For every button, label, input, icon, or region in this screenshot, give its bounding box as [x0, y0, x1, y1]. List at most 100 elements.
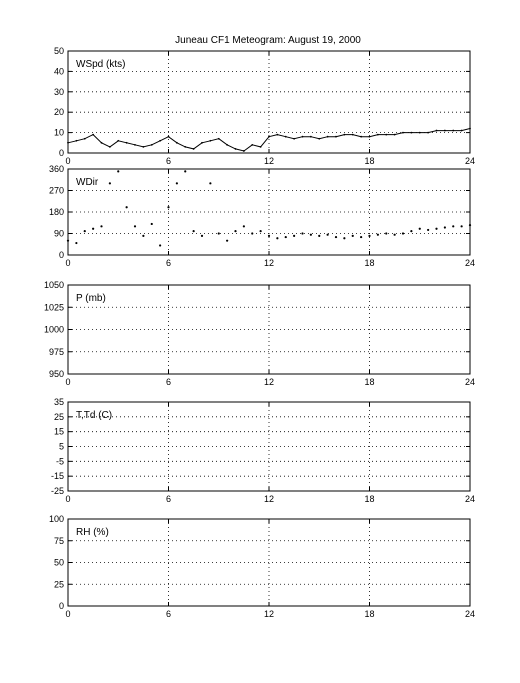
- y-tick-label: -5: [56, 456, 64, 466]
- data-point: [92, 133, 95, 136]
- data-point: [125, 206, 128, 209]
- panel-label: WDir: [76, 177, 99, 188]
- data-point: [217, 137, 220, 140]
- axes-frame: [67, 50, 471, 154]
- data-point: [242, 225, 245, 228]
- panel-wspd-kts: 0 6 12 18 24 0 10 20 30 40 50 WSpd (kts): [54, 46, 475, 166]
- data-point: [276, 133, 279, 136]
- data-point: [427, 228, 430, 232]
- data-point: [385, 232, 388, 235]
- x-tick-label: 0: [65, 258, 70, 268]
- data-point: [209, 139, 212, 142]
- x-tick-label: 24: [465, 377, 475, 387]
- data-point: [418, 131, 421, 134]
- data-point: [100, 225, 103, 228]
- x-tick-label: 0: [65, 494, 70, 504]
- y-tick-label: 1050: [44, 280, 64, 290]
- data-point: [452, 225, 455, 228]
- data-point: [368, 135, 371, 138]
- data-point: [443, 129, 446, 132]
- data-point: [326, 233, 329, 236]
- y-tick-label: 40: [54, 66, 64, 76]
- data-point: [150, 143, 153, 146]
- data-point: [133, 225, 137, 228]
- data-point: [335, 135, 337, 138]
- y-tick-label: 75: [54, 536, 64, 546]
- data-point: [401, 232, 405, 235]
- data-point: [217, 232, 220, 235]
- x-tick-label: 18: [364, 258, 374, 268]
- y-tick-label: 1025: [44, 302, 64, 312]
- data-point: [460, 225, 463, 228]
- panel-p-mb: 0 6 12 18 24 950 975 1000 1025 1050 P (mb): [44, 280, 475, 387]
- y-tick-label: 0: [59, 250, 64, 260]
- data-point: [83, 137, 86, 140]
- data-point: [108, 182, 111, 185]
- data-point: [226, 143, 229, 146]
- x-tick-label: 12: [264, 258, 274, 268]
- y-tick-label: 90: [54, 229, 64, 239]
- y-tick-label: 1000: [44, 325, 64, 335]
- y-tick-label: 100: [49, 514, 64, 524]
- x-tick-label: 12: [264, 494, 274, 504]
- x-tick-label: 24: [465, 258, 475, 268]
- data-point: [326, 135, 329, 138]
- panel-label: T,Td (C): [76, 410, 112, 421]
- panel-t-td-c: 0 6 12 18 24 -25 -15 -5 5 15 25 35 T,Td (C): [51, 397, 475, 504]
- y-tick-label: 25: [54, 579, 64, 589]
- x-tick-label: 6: [166, 156, 171, 166]
- data-point: [435, 129, 438, 132]
- data-point: [376, 233, 379, 236]
- data-point: [83, 230, 86, 233]
- data-point: [309, 233, 312, 236]
- data-point: [418, 227, 421, 230]
- panel-label: P (mb): [76, 293, 106, 304]
- data-point: [117, 139, 120, 142]
- data-point: [343, 237, 346, 240]
- data-point: [201, 141, 203, 144]
- data-point: [268, 135, 270, 138]
- data-point: [351, 133, 354, 136]
- x-tick-label: 0: [65, 156, 70, 166]
- data-point: [192, 230, 195, 233]
- data-point: [242, 150, 245, 152]
- x-tick-label: 18: [364, 494, 374, 504]
- data-point: [402, 131, 404, 134]
- data-point: [175, 141, 178, 144]
- y-tick-label: 270: [49, 186, 64, 196]
- data-point: [276, 237, 279, 240]
- data-point: [142, 145, 145, 148]
- x-tick-label: 12: [264, 156, 274, 166]
- data-point: [150, 222, 153, 226]
- data-point: [251, 143, 254, 146]
- y-tick-label: 30: [54, 87, 64, 97]
- data-point: [234, 148, 237, 150]
- data-point: [318, 234, 321, 237]
- data-point: [134, 143, 136, 146]
- data-point: [259, 230, 262, 233]
- data-point: [159, 139, 162, 142]
- data-point: [360, 135, 363, 138]
- data-point: [468, 224, 472, 227]
- data-point: [393, 133, 396, 136]
- x-tick-label: 12: [264, 609, 274, 619]
- data-point: [410, 131, 413, 134]
- y-tick-label: 35: [54, 397, 64, 407]
- y-tick-label: -25: [51, 486, 64, 496]
- data-point: [75, 241, 78, 245]
- panel-rh: 0 6 12 18 24 0 25 50 75 100 RH (%): [49, 514, 475, 619]
- data-point: [200, 234, 204, 237]
- panel-wdir: 0 6 12 18 24 0 90 180 270 360 WDir: [49, 164, 475, 268]
- data-point: [259, 145, 262, 148]
- data-point: [301, 232, 304, 235]
- data-point: [125, 141, 128, 144]
- data-point: [469, 127, 471, 130]
- data-point: [393, 233, 396, 236]
- x-tick-label: 24: [465, 156, 475, 166]
- data-point: [184, 145, 187, 148]
- y-tick-label: 5: [59, 442, 64, 452]
- panel-label: WSpd (kts): [76, 59, 125, 70]
- data-point: [159, 244, 162, 247]
- data-point: [318, 137, 321, 140]
